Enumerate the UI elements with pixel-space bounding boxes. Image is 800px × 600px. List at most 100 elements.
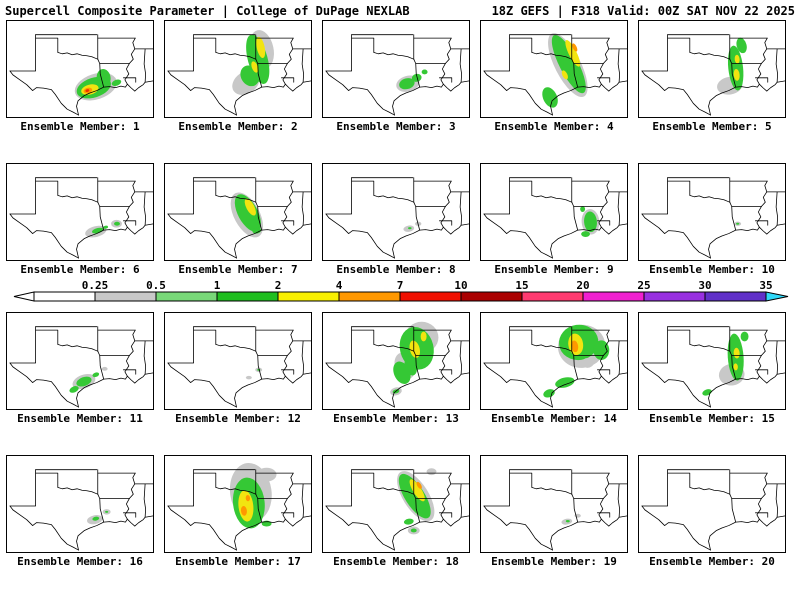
ensemble-member-label: Ensemble Member: 11 (17, 412, 143, 425)
map-frame (6, 455, 154, 553)
ensemble-panel: Ensemble Member: 4 (480, 20, 628, 133)
map-frame (322, 455, 470, 553)
ensemble-member-label: Ensemble Member: 19 (491, 555, 617, 568)
ensemble-map (6, 455, 154, 553)
map-frame (638, 20, 786, 118)
colorbar-tick-label: 10 (454, 279, 467, 292)
scp-contours (561, 513, 581, 525)
ensemble-member-label: Ensemble Member: 14 (491, 412, 617, 425)
map-frame (322, 20, 470, 118)
ensemble-panel: Ensemble Member: 1 (6, 20, 154, 133)
scp-contours (85, 219, 122, 238)
ensemble-panel: Ensemble Member: 6 (6, 163, 154, 276)
ensemble-map (6, 163, 154, 261)
scp-contours (717, 37, 747, 95)
panel-row-2: Ensemble Member: 6 Ensemble Member: 7 En… (0, 163, 800, 276)
ensemble-member-label: Ensemble Member: 13 (333, 412, 459, 425)
ensemble-member-label: Ensemble Member: 12 (175, 412, 301, 425)
ensemble-member-label: Ensemble Member: 4 (494, 120, 614, 133)
panel-row-1: Ensemble Member: 1 Ensemble Member: 2 En… (0, 20, 800, 133)
colorbar-scale: 0.25 0.5 1 2 4 7 10 15 20 25 30 35 (13, 279, 789, 302)
ensemble-panel: Ensemble Member: 2 (164, 20, 312, 133)
ensemble-map (164, 20, 312, 118)
scp-contours (543, 324, 610, 398)
ensemble-member-label: Ensemble Member: 5 (652, 120, 772, 133)
colorbar-tick-label: 15 (515, 279, 528, 292)
map-frame (6, 312, 154, 410)
ensemble-member-label: Ensemble Member: 1 (20, 120, 140, 133)
ensemble-panel: Ensemble Member: 7 (164, 163, 312, 276)
map-frame (638, 312, 786, 410)
ensemble-member-label: Ensemble Member: 17 (175, 555, 301, 568)
ensemble-member-label: Ensemble Member: 2 (178, 120, 298, 133)
scp-contours (87, 509, 111, 525)
ensemble-panel: Ensemble Member: 16 (6, 455, 154, 568)
map-frame (164, 163, 312, 261)
map-frame (6, 163, 154, 261)
ensemble-panel: Ensemble Member: 14 (480, 312, 628, 425)
map-frame (480, 455, 628, 553)
colorbar-tick-label: 25 (637, 279, 650, 292)
ensemble-member-label: Ensemble Member: 6 (20, 263, 140, 276)
ensemble-map (480, 312, 628, 410)
ensemble-panel: Ensemble Member: 13 (322, 312, 470, 425)
map-frame (480, 20, 628, 118)
ensemble-map (322, 312, 470, 410)
colorbar-tick-label: 7 (397, 279, 404, 292)
ensemble-map (638, 20, 786, 118)
map-frame (480, 163, 628, 261)
map-frame (480, 312, 628, 410)
scp-contours (580, 206, 600, 237)
ensemble-panel: Ensemble Member: 12 (164, 312, 312, 425)
scp-contours (702, 331, 749, 396)
scp-contours (396, 69, 428, 92)
ensemble-member-label: Ensemble Member: 15 (649, 412, 775, 425)
scp-contours (542, 33, 588, 108)
header: Supercell Composite Parameter | College … (0, 0, 800, 20)
ensemble-map (322, 455, 470, 553)
map-frame (322, 163, 470, 261)
ensemble-member-label: Ensemble Member: 10 (649, 263, 775, 276)
ensemble-map (322, 163, 470, 261)
colorbar-tick-label: 0.25 (82, 279, 109, 292)
ensemble-map (480, 455, 628, 553)
ensemble-panel: Ensemble Member: 20 (638, 455, 786, 568)
ensemble-member-label: Ensemble Member: 8 (336, 263, 456, 276)
ensemble-map (480, 20, 628, 118)
ensemble-panel: Ensemble Member: 5 (638, 20, 786, 133)
run-valid-info: 18Z GEFS | F318 Valid: 00Z SAT NOV 22 20… (491, 4, 795, 18)
colorbar-tick-label: 30 (698, 279, 711, 292)
colorbar-tick-label: 35 (759, 279, 772, 292)
scp-contours (245, 367, 263, 380)
panel-row-3: Ensemble Member: 11 Ensemble Member: 12 … (0, 312, 800, 425)
ensemble-panel: Ensemble Member: 17 (164, 455, 312, 568)
ensemble-map (164, 163, 312, 261)
ensemble-member-label: Ensemble Member: 20 (649, 555, 775, 568)
scp-contours (232, 30, 274, 95)
ensemble-map (480, 163, 628, 261)
map-frame (322, 312, 470, 410)
ensemble-map (164, 455, 312, 553)
ensemble-map (6, 20, 154, 118)
map-frame (638, 163, 786, 261)
scp-contours (390, 321, 439, 396)
colorbar-tick-label: 20 (576, 279, 589, 292)
ensemble-panel: Ensemble Member: 3 (322, 20, 470, 133)
product-title: Supercell Composite Parameter | College … (5, 4, 410, 18)
map-frame (638, 455, 786, 553)
ensemble-member-label: Ensemble Member: 16 (17, 555, 143, 568)
map-frame (164, 455, 312, 553)
colorbar: 0.25 0.5 1 2 4 7 10 15 20 25 30 35 (0, 278, 800, 310)
ensemble-map (638, 163, 786, 261)
map-frame (6, 20, 154, 118)
ensemble-panel: Ensemble Member: 18 (322, 455, 470, 568)
colorbar-tick-label: 4 (336, 279, 343, 292)
colorbar-tick-label: 2 (275, 279, 282, 292)
ensemble-map (164, 312, 312, 410)
ensemble-member-label: Ensemble Member: 18 (333, 555, 459, 568)
scp-contours (230, 192, 264, 238)
ensemble-map (6, 312, 154, 410)
ensemble-map (322, 20, 470, 118)
ensemble-panel: Ensemble Member: 15 (638, 312, 786, 425)
ensemble-member-label: Ensemble Member: 9 (494, 263, 614, 276)
